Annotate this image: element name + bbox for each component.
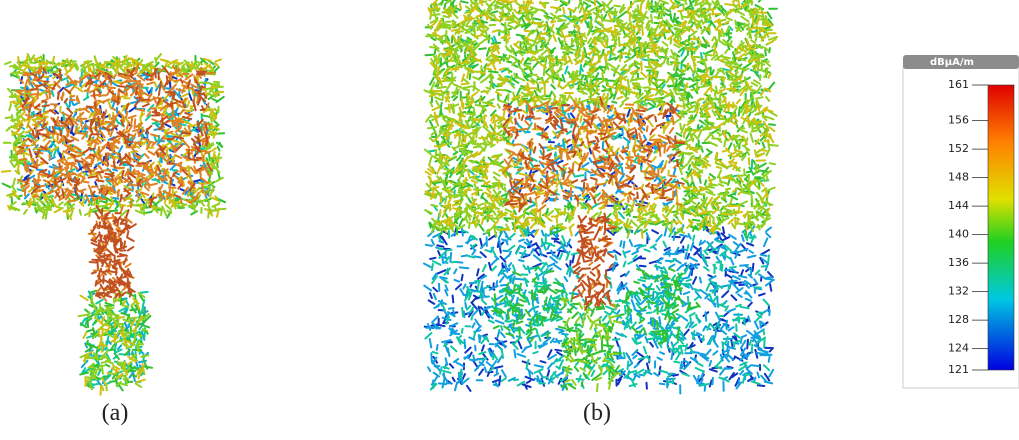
tick-label: 140 xyxy=(948,228,969,241)
current-field-plots xyxy=(0,0,779,396)
tick-label: 161 xyxy=(948,78,969,91)
colorbar: dBµA/m xyxy=(902,55,1019,389)
colorbar-ticks: 161 156 152 148 144 140 136 132 128 124 121 xyxy=(948,78,988,376)
tick-label: 156 xyxy=(948,114,969,127)
panel-caption: (b) xyxy=(583,400,611,426)
tick-label: 144 xyxy=(948,199,969,212)
tick-label: 132 xyxy=(948,285,969,298)
tick-label: 152 xyxy=(948,142,969,155)
field-arrows xyxy=(18,67,686,311)
tick-label: 121 xyxy=(948,363,969,376)
colorbar-unit: dBµA/m xyxy=(930,57,974,68)
colorbar-scale xyxy=(987,84,1015,371)
tick-label: 136 xyxy=(948,256,969,269)
panel-caption: (a) xyxy=(102,400,129,426)
colorbar-header xyxy=(903,55,1019,69)
tick-label: 124 xyxy=(948,342,969,355)
tick-label: 148 xyxy=(948,171,969,184)
tick-label: 128 xyxy=(948,313,969,326)
